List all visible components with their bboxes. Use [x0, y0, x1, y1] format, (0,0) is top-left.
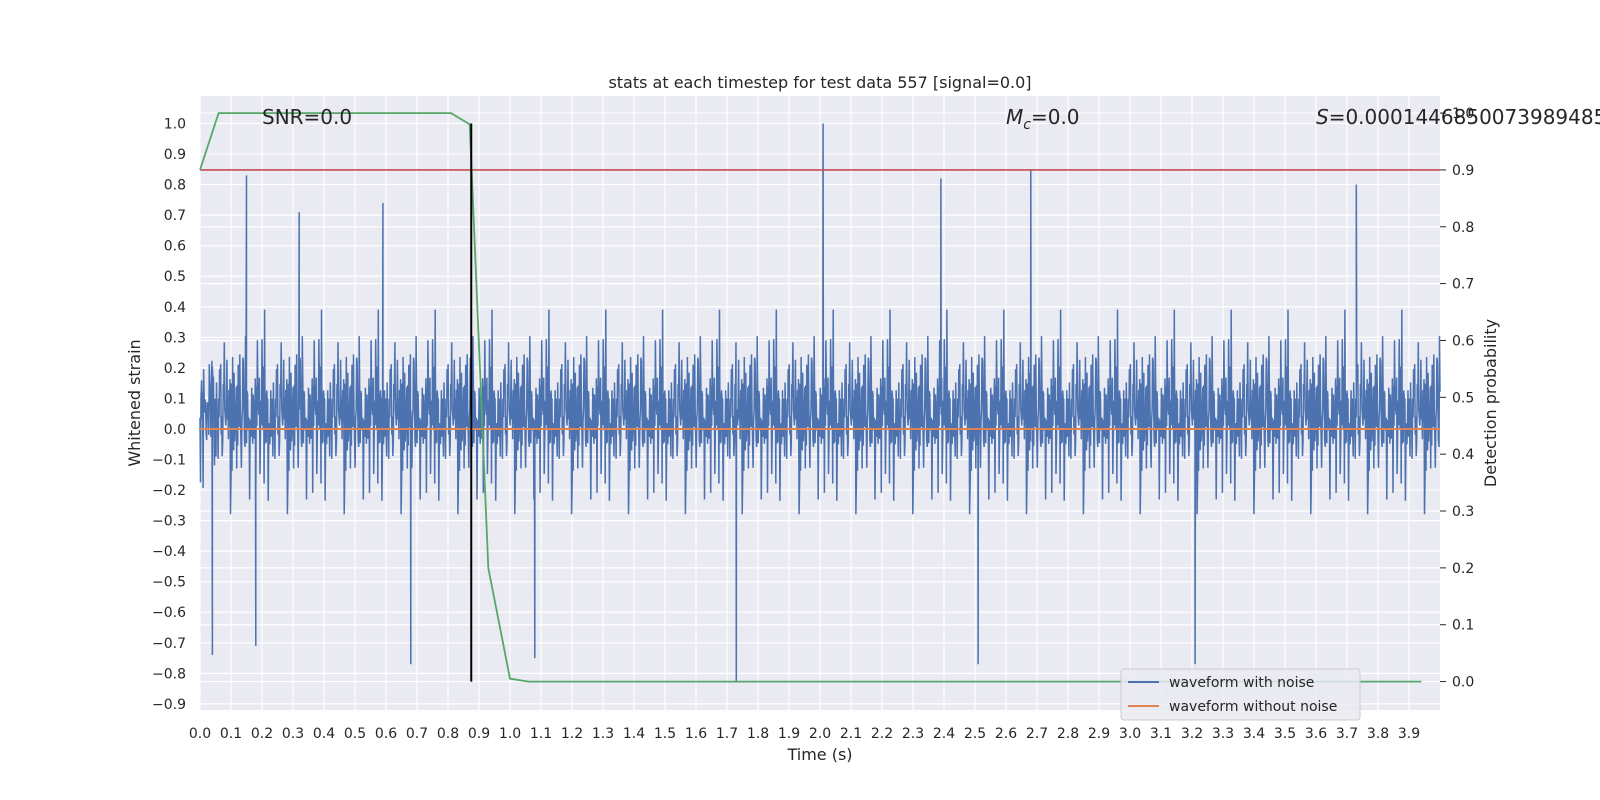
- y-tick-label: 0.7: [164, 208, 186, 224]
- x-tick-label: 2.7: [1026, 726, 1048, 742]
- score-annotation: S=0.00014468500739894857: [1316, 105, 1600, 129]
- x-tick-label: 1.8: [747, 726, 769, 742]
- x-tick-label: 1.0: [499, 726, 521, 742]
- s-value: =0.00014468500739894857: [1329, 105, 1600, 129]
- legend: waveform with noise waveform without noi…: [1120, 668, 1361, 721]
- y-tick-label: −0.4: [152, 544, 186, 560]
- y2-tick-label: 0.4: [1452, 447, 1474, 463]
- s-symbol: S: [1316, 105, 1329, 129]
- x-tick-label: 0.0: [189, 726, 211, 742]
- x-tick-label: 1.1: [530, 726, 552, 742]
- y2-tick-label: 0.5: [1452, 390, 1474, 406]
- mc-value: =0.0: [1031, 105, 1080, 129]
- y-tick-label: 0.5: [164, 269, 186, 285]
- x-tick-label: 3.3: [1212, 726, 1234, 742]
- x-tick-label: 2.4: [933, 726, 955, 742]
- y-tick-label: 0.8: [164, 178, 186, 194]
- y-tick-label: 0.3: [164, 330, 186, 346]
- chart-title: stats at each timestep for test data 557…: [608, 73, 1031, 92]
- legend-label-noise: waveform with noise: [1169, 675, 1314, 691]
- y-tick-label: −0.5: [152, 575, 186, 591]
- x-tick-label: 3.1: [1150, 726, 1172, 742]
- x-tick-label: 1.4: [623, 726, 645, 742]
- y-tick-label: 0.9: [164, 147, 186, 163]
- x-tick-label: 0.9: [468, 726, 490, 742]
- x-tick-label: 2.9: [1088, 726, 1110, 742]
- x-tick-label: 0.4: [313, 726, 335, 742]
- y-tick-label: 0.2: [164, 361, 186, 377]
- y-axis-label: Whitened strain: [125, 339, 144, 466]
- mc-symbol: M: [1006, 105, 1023, 129]
- y2-tick-label: 1.0: [1452, 106, 1474, 122]
- x-tick-label: 0.2: [251, 726, 273, 742]
- x-tick-label: 3.4: [1243, 726, 1265, 742]
- legend-label-clean: waveform without noise: [1169, 699, 1337, 715]
- x-tick-label: 1.2: [561, 726, 583, 742]
- x-tick-label: 2.6: [995, 726, 1017, 742]
- y2-tick-label: 0.9: [1452, 163, 1474, 179]
- y-tick-label: −0.2: [152, 483, 186, 499]
- y-ticks: 1.0 0.9 0.8 0.7 0.6 0.5 0.4 0.3 0.2 0.1 0.0 −0.1 −0.…: [152, 116, 186, 712]
- y-tick-label: 1.0: [164, 116, 186, 132]
- x-tick-label: 2.3: [902, 726, 924, 742]
- y-tick-label: −0.9: [152, 697, 186, 713]
- x-tick-label: 0.3: [282, 726, 304, 742]
- y-tick-label: 0.0: [164, 422, 186, 438]
- x-axis-label: Time (s): [786, 745, 852, 764]
- x-tick-label: 3.2: [1181, 726, 1203, 742]
- y2-tick-label: 0.1: [1452, 618, 1474, 634]
- y2-tick-label: 0.6: [1452, 333, 1474, 349]
- x-tick-label: 3.0: [1119, 726, 1141, 742]
- x-tick-label: 1.5: [654, 726, 676, 742]
- y-tick-label: 0.6: [164, 239, 186, 255]
- x-tick-label: 3.5: [1274, 726, 1296, 742]
- x-tick-label: 2.8: [1057, 726, 1079, 742]
- x-tick-label: 2.0: [809, 726, 831, 742]
- y-tick-label: −0.8: [152, 666, 186, 682]
- y2-tick-label: 0.7: [1452, 277, 1474, 293]
- x-tick-label: 0.1: [220, 726, 242, 742]
- x-tick-label: 1.7: [716, 726, 738, 742]
- legend-box: [1120, 668, 1361, 721]
- y2-tick-label: 0.8: [1452, 220, 1474, 236]
- x-tick-label: 0.6: [375, 726, 397, 742]
- x-tick-label: 1.3: [592, 726, 614, 742]
- x-tick-label: 0.7: [406, 726, 428, 742]
- y-tick-label: −0.6: [152, 605, 186, 621]
- x-tick-label: 2.2: [871, 726, 893, 742]
- chirp-mass-annotation: Mc=0.0: [1006, 105, 1080, 133]
- mc-subscript: c: [1023, 117, 1031, 133]
- y2-tick-label: 0.0: [1452, 675, 1474, 691]
- x-tick-label: 3.8: [1367, 726, 1389, 742]
- x-ticks: 0.0 0.1 0.2 0.3 0.4 0.5 0.6 0.7 0.8 0.9 1.0 1.1 1.2 1…: [189, 726, 1420, 742]
- y2-ticks: 1.0 0.9 0.8 0.7 0.6 0.5 0.4 0.3 0.2 0.1 0.0: [1440, 106, 1474, 691]
- x-tick-label: 1.6: [685, 726, 707, 742]
- y-tick-label: 0.1: [164, 391, 186, 407]
- x-tick-label: 3.7: [1336, 726, 1358, 742]
- x-tick-label: 2.1: [840, 726, 862, 742]
- y2-tick-label: 0.2: [1452, 561, 1474, 577]
- y-tick-label: −0.3: [152, 514, 186, 530]
- x-tick-label: 0.8: [437, 726, 459, 742]
- y-tick-label: −0.1: [152, 453, 186, 469]
- y2-tick-label: 0.3: [1452, 504, 1474, 520]
- y2-axis-label: Detection probability: [1481, 319, 1500, 487]
- x-tick-label: 3.6: [1305, 726, 1327, 742]
- x-tick-label: 2.5: [964, 726, 986, 742]
- x-tick-label: 0.5: [344, 726, 366, 742]
- snr-annotation: SNR=0.0: [262, 105, 352, 129]
- detection-probability-line: [199, 112, 1422, 683]
- x-tick-label: 1.9: [778, 726, 800, 742]
- y-tick-label: 0.4: [164, 300, 186, 316]
- y-tick-label: −0.7: [152, 636, 186, 652]
- x-tick-label: 3.9: [1398, 726, 1420, 742]
